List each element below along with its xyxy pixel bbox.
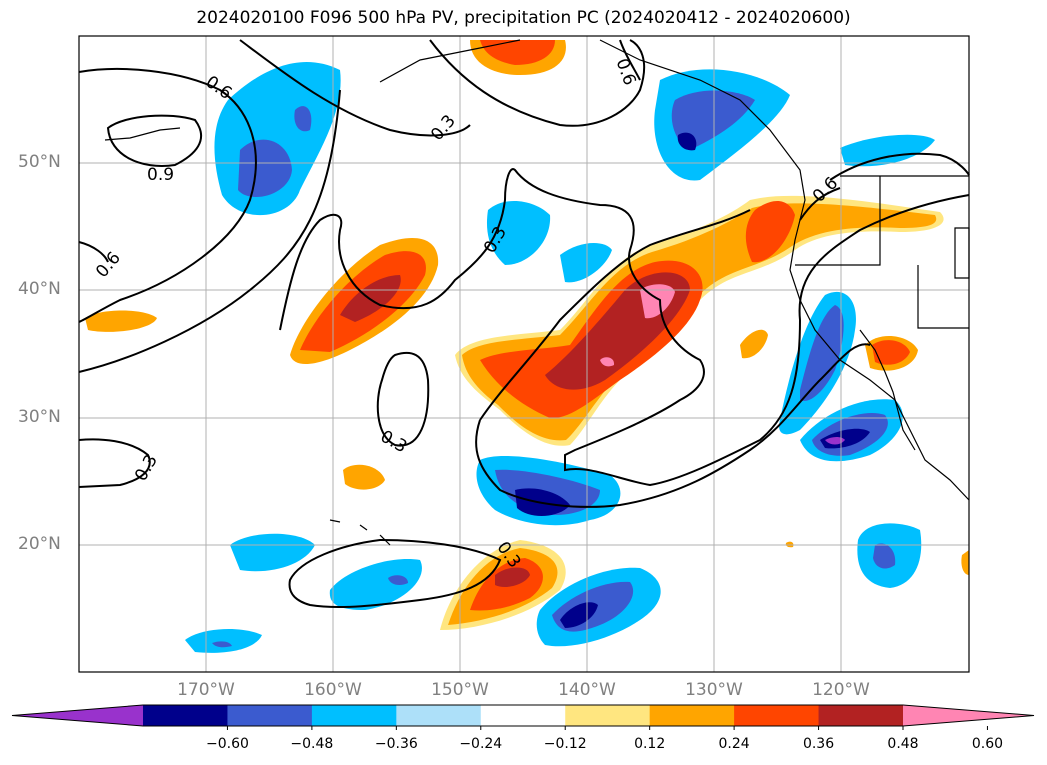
colorbar-extend-max — [903, 705, 1034, 726]
colorbar-segment — [396, 705, 482, 726]
colorbar-tick-label: −0.36 — [374, 736, 418, 752]
lat-label-20n: 20°N — [18, 534, 61, 554]
colorbar-tick-label: 0.48 — [887, 736, 919, 752]
lon-label-150w: 150°W — [431, 680, 489, 700]
lat-label-30n: 30°N — [18, 407, 61, 427]
lon-label-120w: 120°W — [812, 680, 870, 700]
lon-label-160w: 160°W — [304, 680, 362, 700]
colorbar-tick-label: 0.36 — [802, 736, 835, 752]
colorbar-tick-label: 0.60 — [971, 736, 1004, 752]
lon-label-140w: 140°W — [558, 680, 616, 700]
lon-label-130w: 130°W — [685, 680, 743, 700]
lon-label-170w: 170°W — [177, 680, 235, 700]
colorbar-tick-label: 0.24 — [718, 736, 750, 752]
lat-label-50n: 50°N — [18, 152, 61, 172]
colorbar-outline — [11, 704, 1035, 727]
colorbar-segment — [480, 705, 566, 726]
colorbar-tick-label: 0.12 — [634, 736, 666, 752]
colorbar-extend-min — [12, 705, 143, 726]
colorbar-segment — [143, 705, 228, 726]
colorbar-segment — [227, 705, 313, 726]
colorbar-segment — [734, 705, 820, 726]
colorbar-segment — [818, 705, 904, 726]
colorbar-tick-label: −0.12 — [543, 736, 587, 752]
colorbar-segment — [565, 705, 651, 726]
colorbar-segment — [311, 705, 397, 726]
colorbar-tick-label: −0.48 — [290, 736, 334, 752]
colorbar-tick-label: −0.24 — [459, 736, 503, 752]
colorbar-tick-label: −0.60 — [205, 736, 249, 752]
colorbar-segment — [649, 705, 735, 726]
lat-label-40n: 40°N — [18, 279, 61, 299]
map-title: 2024020100 F096 500 hPa PV, precipitatio… — [196, 8, 851, 28]
